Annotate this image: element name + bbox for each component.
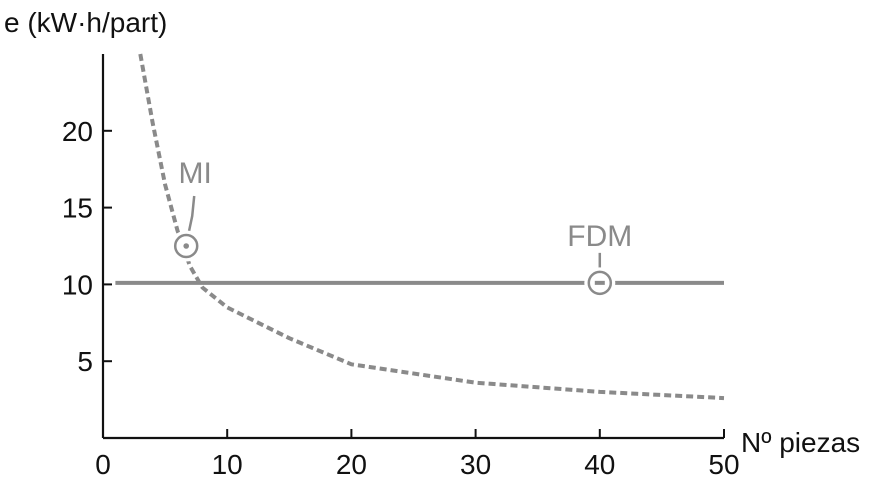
x-tick-label: 20 xyxy=(336,449,367,480)
series-layer xyxy=(115,53,725,401)
y-tick-label: 5 xyxy=(77,346,93,377)
y-tick-label: 10 xyxy=(62,269,93,300)
x-axis-label: Nº piezas xyxy=(741,427,860,458)
x-tick-label: 0 xyxy=(95,449,111,480)
x-tick-label: 10 xyxy=(212,449,243,480)
callout-mi: MI xyxy=(170,157,212,262)
annotations: MI FDM xyxy=(170,157,632,299)
callout-label: MI xyxy=(179,157,212,190)
y-tick-label: 15 xyxy=(62,193,93,224)
callout-leader xyxy=(186,195,196,236)
callout-fdm: FDM xyxy=(567,220,632,299)
series-line-mi xyxy=(138,53,725,401)
axis-labels: e (kW·h/part) Nº piezas xyxy=(4,7,860,458)
x-tick-label: 40 xyxy=(584,449,615,480)
callout-label: FDM xyxy=(567,220,632,253)
axes: 0 10 20 30 40 50 5 10 15 20 xyxy=(62,54,740,480)
x-tick-label: 30 xyxy=(460,449,491,480)
y-axis-label: e (kW·h/part) xyxy=(4,7,167,38)
callout-marker-dot xyxy=(183,243,190,249)
y-tick-label: 20 xyxy=(62,116,93,147)
x-tick-label: 50 xyxy=(708,449,739,480)
